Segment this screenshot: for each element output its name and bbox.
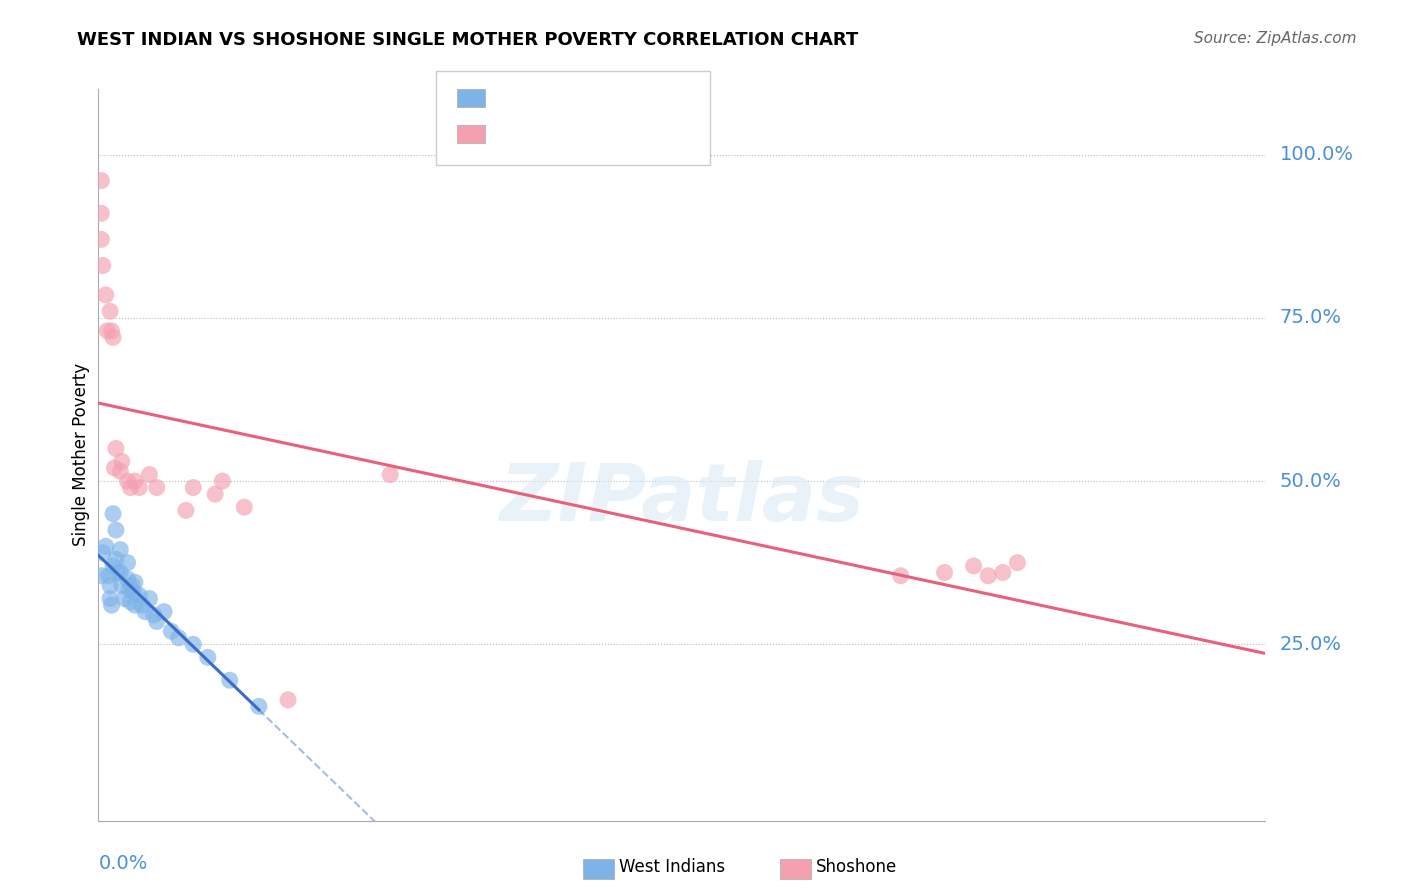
Text: R =: R = xyxy=(496,89,530,107)
Text: 100.0%: 100.0% xyxy=(1279,145,1354,164)
Point xyxy=(117,572,139,586)
Text: N =: N = xyxy=(595,89,628,107)
Point xyxy=(211,474,233,488)
Point xyxy=(181,637,204,651)
Point xyxy=(104,523,127,537)
Text: 50.0%: 50.0% xyxy=(1279,472,1341,491)
Point xyxy=(120,481,142,495)
Point xyxy=(94,539,117,553)
Point xyxy=(131,598,153,612)
Point xyxy=(104,552,127,566)
Point xyxy=(167,631,190,645)
Point xyxy=(110,464,132,478)
Point xyxy=(114,591,136,606)
Y-axis label: Single Mother Poverty: Single Mother Poverty xyxy=(72,363,90,547)
Point xyxy=(962,558,984,573)
Point xyxy=(142,607,165,622)
Point xyxy=(181,481,204,495)
Point xyxy=(124,474,146,488)
Text: -0.253: -0.253 xyxy=(536,89,600,107)
Text: 75.0%: 75.0% xyxy=(1279,309,1341,327)
Point xyxy=(174,503,197,517)
Point xyxy=(197,650,219,665)
Point xyxy=(153,605,176,619)
Point xyxy=(934,566,956,580)
Point xyxy=(134,605,156,619)
Text: 32: 32 xyxy=(631,125,657,143)
Text: ZIPatlas: ZIPatlas xyxy=(499,459,865,538)
Point xyxy=(124,598,146,612)
Point xyxy=(977,568,1000,582)
Text: Source: ZipAtlas.com: Source: ZipAtlas.com xyxy=(1194,31,1357,46)
Text: Shoshone: Shoshone xyxy=(815,858,897,876)
Text: 37: 37 xyxy=(631,89,657,107)
Point xyxy=(138,591,160,606)
Point xyxy=(103,461,125,475)
Point xyxy=(117,474,139,488)
Point xyxy=(117,556,139,570)
Point xyxy=(128,481,150,495)
Text: 0.0%: 0.0% xyxy=(98,854,148,872)
Point xyxy=(98,304,121,318)
Point xyxy=(122,585,145,599)
Point xyxy=(204,487,226,501)
Point xyxy=(101,507,124,521)
Text: 25.0%: 25.0% xyxy=(1279,635,1341,654)
Point xyxy=(118,582,141,596)
Point xyxy=(146,481,169,495)
Point xyxy=(94,288,117,302)
Point xyxy=(120,595,142,609)
Point xyxy=(101,330,124,344)
Point xyxy=(110,566,132,580)
Point xyxy=(90,232,112,246)
Point xyxy=(110,542,132,557)
Point xyxy=(233,500,256,515)
Text: 0.101: 0.101 xyxy=(536,125,592,143)
Point xyxy=(105,566,128,580)
Point xyxy=(98,591,121,606)
Point xyxy=(247,699,270,714)
Text: N =: N = xyxy=(595,125,628,143)
Point xyxy=(380,467,402,482)
Point xyxy=(97,568,120,582)
Point xyxy=(121,578,143,592)
Point xyxy=(991,566,1014,580)
Point xyxy=(100,598,122,612)
Point xyxy=(96,324,118,338)
Text: WEST INDIAN VS SHOSHONE SINGLE MOTHER POVERTY CORRELATION CHART: WEST INDIAN VS SHOSHONE SINGLE MOTHER PO… xyxy=(77,31,859,49)
Point xyxy=(160,624,183,639)
Point xyxy=(1007,556,1029,570)
Point xyxy=(111,454,134,468)
Point xyxy=(100,324,122,338)
Point xyxy=(890,568,912,582)
Point xyxy=(90,173,112,188)
Point xyxy=(218,673,240,688)
Point xyxy=(124,575,146,590)
Point xyxy=(138,467,160,482)
Text: West Indians: West Indians xyxy=(619,858,724,876)
Point xyxy=(146,615,169,629)
Point xyxy=(98,578,121,592)
Point xyxy=(128,588,150,602)
Point xyxy=(90,206,112,220)
Text: R =: R = xyxy=(496,125,530,143)
Point xyxy=(91,259,114,273)
Point xyxy=(90,568,112,582)
Point xyxy=(101,558,124,573)
Point xyxy=(104,442,127,456)
Point xyxy=(91,546,114,560)
Point xyxy=(111,578,134,592)
Point xyxy=(277,693,299,707)
